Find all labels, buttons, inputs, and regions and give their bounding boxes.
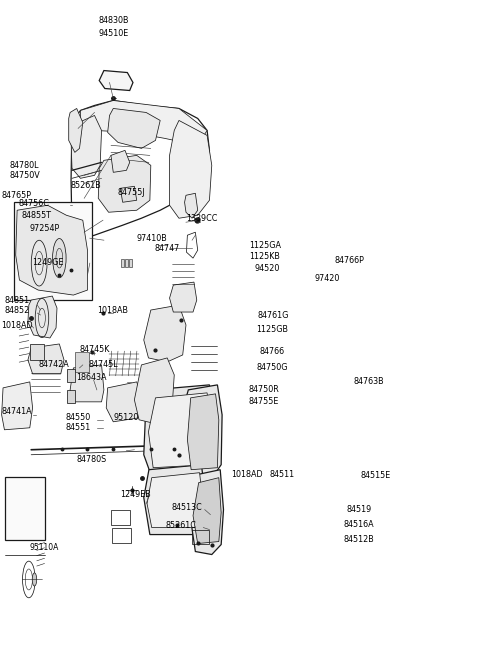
- Text: 95110A: 95110A: [29, 543, 59, 552]
- Bar: [30, 344, 44, 360]
- Text: 84750R: 84750R: [248, 385, 279, 394]
- Text: 1125GA: 1125GA: [249, 240, 281, 250]
- Text: 94520: 94520: [254, 263, 279, 272]
- Bar: [67, 369, 75, 382]
- Text: 84741A: 84741A: [1, 407, 32, 417]
- Text: 84766P: 84766P: [335, 255, 364, 265]
- Text: 84747: 84747: [155, 244, 180, 253]
- Text: 1249GE: 1249GE: [33, 257, 64, 267]
- Text: 84551: 84551: [65, 423, 91, 432]
- Text: 1018AD: 1018AD: [231, 470, 263, 479]
- Text: 97410B: 97410B: [137, 234, 168, 243]
- Polygon shape: [28, 296, 57, 338]
- Text: 84745K: 84745K: [80, 345, 110, 354]
- Text: 84780L: 84780L: [9, 161, 38, 170]
- Bar: [129, 259, 132, 267]
- Text: 1339CC: 1339CC: [186, 214, 217, 223]
- Text: 84750V: 84750V: [9, 171, 40, 180]
- Text: 84516A: 84516A: [343, 520, 374, 529]
- Text: 84780S: 84780S: [77, 455, 107, 464]
- Polygon shape: [169, 121, 212, 218]
- Circle shape: [32, 573, 37, 586]
- Polygon shape: [120, 186, 137, 202]
- Polygon shape: [185, 193, 198, 218]
- Text: 18643A: 18643A: [76, 373, 106, 383]
- Text: 84761G: 84761G: [258, 310, 289, 320]
- Polygon shape: [193, 477, 221, 544]
- Polygon shape: [28, 344, 64, 374]
- Text: 84745L: 84745L: [89, 360, 119, 369]
- Text: 84511: 84511: [269, 470, 294, 479]
- Text: 84756C: 84756C: [19, 198, 49, 208]
- Text: 1249EB: 1249EB: [120, 490, 151, 499]
- Text: 84851: 84851: [4, 295, 30, 305]
- Polygon shape: [169, 282, 197, 312]
- Text: 1018AB: 1018AB: [97, 305, 128, 314]
- Text: 84755J: 84755J: [118, 188, 145, 196]
- Polygon shape: [144, 385, 214, 477]
- Polygon shape: [111, 151, 130, 172]
- Text: 84766: 84766: [260, 347, 285, 356]
- Bar: [192, 531, 209, 544]
- Polygon shape: [81, 100, 207, 145]
- Polygon shape: [16, 205, 87, 295]
- Bar: [67, 390, 75, 403]
- Text: 84852: 84852: [4, 305, 30, 314]
- Text: 95120: 95120: [113, 413, 139, 422]
- Text: 84512B: 84512B: [343, 535, 374, 544]
- Text: 84750G: 84750G: [256, 364, 288, 373]
- Text: 84765P: 84765P: [1, 191, 32, 200]
- Polygon shape: [70, 365, 104, 402]
- Text: 85261B: 85261B: [70, 181, 101, 190]
- Text: 1125GB: 1125GB: [256, 326, 288, 335]
- Text: 84830B: 84830B: [98, 16, 129, 25]
- Polygon shape: [144, 464, 206, 534]
- Text: 97420: 97420: [314, 274, 339, 282]
- Text: 97254P: 97254P: [30, 224, 60, 233]
- Text: 84515E: 84515E: [361, 471, 391, 480]
- Polygon shape: [144, 305, 186, 362]
- Polygon shape: [191, 470, 224, 555]
- Text: 85261C: 85261C: [166, 521, 197, 530]
- Text: 84550: 84550: [65, 413, 91, 422]
- Text: 84763B: 84763B: [353, 377, 384, 386]
- Polygon shape: [134, 358, 174, 425]
- Text: 84855T: 84855T: [22, 211, 52, 219]
- Polygon shape: [147, 473, 204, 527]
- Polygon shape: [187, 394, 219, 470]
- Bar: [121, 259, 124, 267]
- Text: 94510E: 94510E: [98, 29, 128, 38]
- Text: 1018AD: 1018AD: [1, 320, 33, 329]
- Text: 84742A: 84742A: [38, 360, 69, 369]
- Circle shape: [53, 238, 66, 278]
- Polygon shape: [148, 393, 211, 468]
- Polygon shape: [98, 155, 151, 212]
- Polygon shape: [1, 382, 33, 430]
- Text: 1125KB: 1125KB: [249, 252, 280, 261]
- Bar: [125, 259, 128, 267]
- Polygon shape: [106, 382, 143, 422]
- Bar: [5, 477, 45, 540]
- Polygon shape: [99, 71, 133, 90]
- Polygon shape: [69, 109, 83, 153]
- Polygon shape: [183, 385, 222, 479]
- Polygon shape: [71, 115, 102, 178]
- Bar: [14, 202, 92, 300]
- Text: 84513C: 84513C: [172, 503, 203, 512]
- Text: 84755E: 84755E: [248, 398, 279, 406]
- Polygon shape: [108, 109, 160, 149]
- Text: 84519: 84519: [347, 505, 372, 514]
- Bar: [75, 352, 89, 372]
